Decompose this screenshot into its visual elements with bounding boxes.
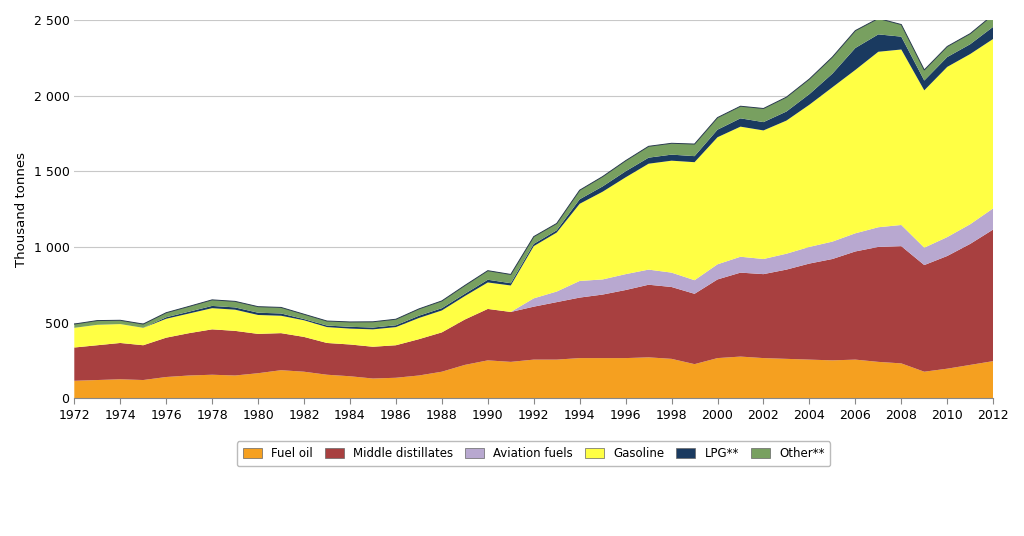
Legend: Fuel oil, Middle distillates, Aviation fuels, Gasoline, LPG**, Other**: Fuel oil, Middle distillates, Aviation f… (237, 441, 830, 466)
Y-axis label: Thousand tonnes: Thousand tonnes (15, 152, 28, 266)
